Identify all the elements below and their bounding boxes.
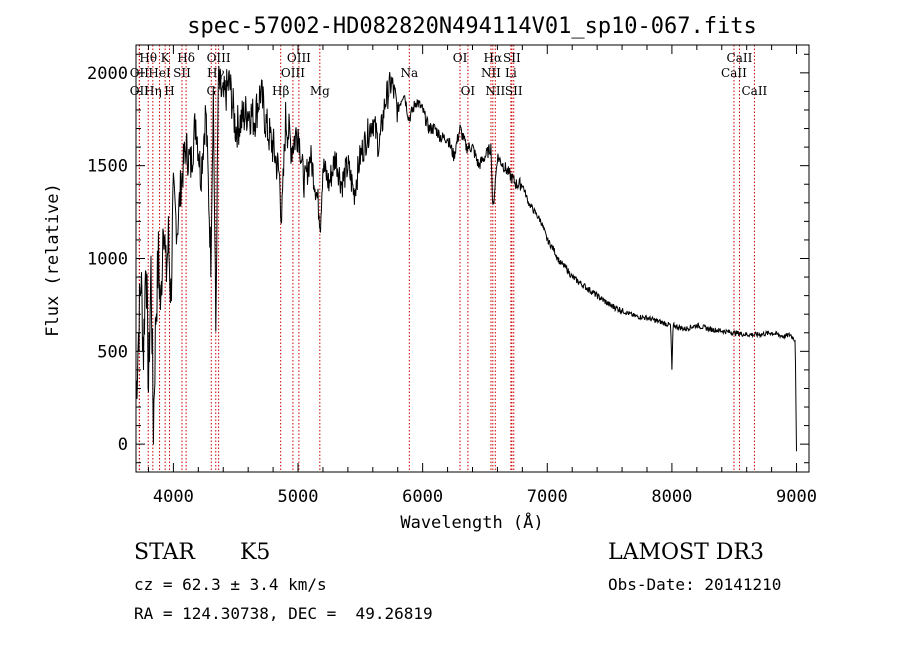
line-label: Hη: [144, 84, 162, 98]
line-label: G: [206, 84, 216, 98]
line-label: OIII: [207, 51, 231, 65]
y-tick-label: 0: [118, 435, 128, 455]
ra-dec: RA = 124.30738, DEC = 49.26819: [134, 604, 433, 623]
plot-frame: [135, 44, 810, 473]
line-label: H: [164, 84, 174, 98]
obs-date: Obs-Date: 20141210: [608, 575, 782, 594]
redshift-cz: cz = 62.3 ± 3.4 km/s: [134, 575, 327, 594]
chart-title: spec-57002-HD082820N494114V01_sp10-067.f…: [187, 14, 757, 39]
line-label: SII: [173, 66, 191, 80]
x-tick-label: 5000: [278, 487, 319, 507]
subclass: K5: [240, 540, 271, 565]
line-label: Hα: [484, 51, 503, 65]
line-label: CaII: [721, 66, 747, 80]
line-label: Hδ: [177, 51, 195, 65]
spectrum-line: [135, 65, 797, 452]
y-tick-label: 2000: [87, 64, 128, 84]
y-axis-label: Flux (relative): [43, 183, 63, 337]
line-label: OI: [461, 84, 476, 98]
line-label: NII: [485, 84, 505, 98]
x-tick-label: 4000: [153, 487, 194, 507]
line-label: OII: [130, 84, 150, 98]
line-label: Li: [505, 66, 517, 80]
x-tick-label: 6000: [402, 487, 443, 507]
line-label: Na: [400, 66, 418, 80]
line-label: CaII: [727, 51, 753, 65]
x-tick-label: 9000: [776, 487, 817, 507]
line-label: NII: [481, 66, 501, 80]
line-label: CaII: [741, 84, 767, 98]
x-axis: 4000 5000 6000 7000 8000 9000: [147, 45, 817, 507]
line-label: SII: [505, 84, 523, 98]
line-label: Hγ: [207, 66, 225, 80]
line-markers: [138, 45, 755, 472]
line-label: OII: [130, 66, 150, 80]
line-label: OIII: [281, 66, 305, 80]
object-type: STAR: [134, 540, 195, 565]
y-tick-label: 1000: [87, 250, 128, 270]
line-label: Hθ: [139, 51, 157, 65]
line-label: OIII: [287, 51, 311, 65]
line-label: Mg: [310, 84, 330, 98]
y-tick-label: 500: [97, 342, 128, 362]
spectrum-group: [135, 65, 797, 452]
x-axis-label: Wavelength (Å): [400, 511, 543, 533]
x-tick-label: 7000: [527, 487, 568, 507]
survey-name: LAMOST DR3: [608, 540, 764, 565]
line-label: SII: [503, 51, 521, 65]
line-label: Hβ: [272, 84, 289, 98]
line-label: K: [161, 51, 171, 65]
line-label: OI: [453, 51, 468, 65]
y-tick-label: 1500: [87, 157, 128, 177]
line-label: HeI: [148, 66, 171, 80]
y-axis: 0 500 1000 1500 2000: [87, 53, 809, 464]
x-tick-label: 8000: [651, 487, 692, 507]
